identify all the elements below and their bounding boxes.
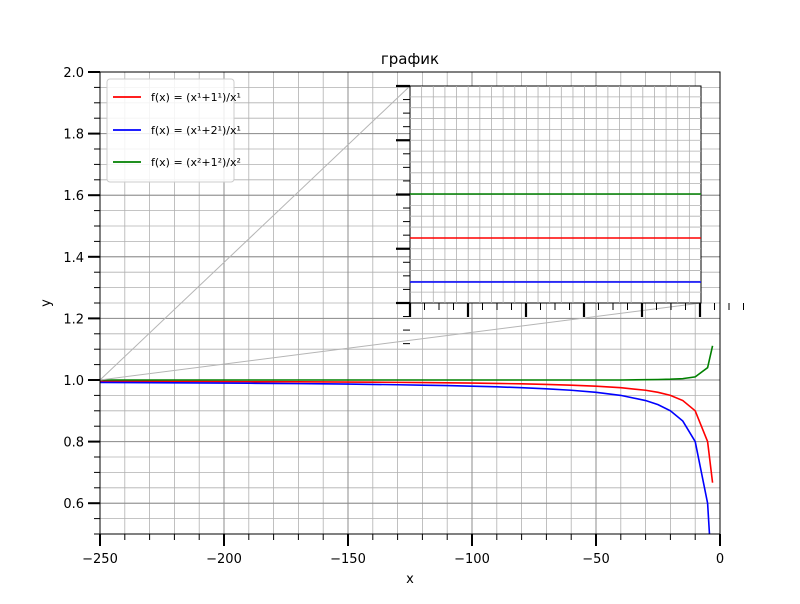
inset-connector xyxy=(99,302,702,381)
y-axis-label: y xyxy=(39,299,54,307)
series-line-1 xyxy=(100,380,714,483)
y-tick-label: 1.8 xyxy=(63,128,84,143)
y-tick-label: 0.6 xyxy=(63,497,84,512)
series-lines xyxy=(100,345,714,534)
legend-label-3: f(x) = (x²+1²)/x² xyxy=(151,156,241,169)
y-tick-label: 1.6 xyxy=(63,189,84,204)
legend-label-2: f(x) = (x¹+2¹)/x¹ xyxy=(151,124,241,137)
y-tick-label: 1.2 xyxy=(63,312,84,327)
chart-title: график xyxy=(381,50,439,68)
x-tick-label: −50 xyxy=(582,552,609,567)
series-line-2 xyxy=(100,381,711,534)
legend-label-1: f(x) = (x¹+1¹)/x¹ xyxy=(151,91,241,104)
y-tick-label: 0.8 xyxy=(63,436,84,451)
y-tick-label: 2.0 xyxy=(63,66,84,81)
inset-connector-lines xyxy=(99,85,702,381)
x-tick-label: −100 xyxy=(454,552,490,567)
x-axis-label: x xyxy=(406,572,414,587)
series-line-3 xyxy=(100,345,714,381)
x-tick-label: −200 xyxy=(206,552,242,567)
inset-connector xyxy=(99,85,411,381)
x-tick-label: 0 xyxy=(716,552,724,567)
legend: f(x) = (x¹+1¹)/x¹ f(x) = (x¹+2¹)/x¹ f(x) =… xyxy=(106,78,241,183)
inset-axes xyxy=(396,84,744,345)
x-tick-label: −150 xyxy=(330,552,366,567)
x-tick-label: −250 xyxy=(82,552,118,567)
legend-box xyxy=(106,78,235,183)
y-tick-label: 1.4 xyxy=(63,251,84,266)
axis-ticks: −250 −200 −150 −100 −50 0 0.6 0.8 1.0 1.2 1.4 1.6 1.… xyxy=(63,66,724,567)
y-tick-label: 1.0 xyxy=(63,374,84,389)
